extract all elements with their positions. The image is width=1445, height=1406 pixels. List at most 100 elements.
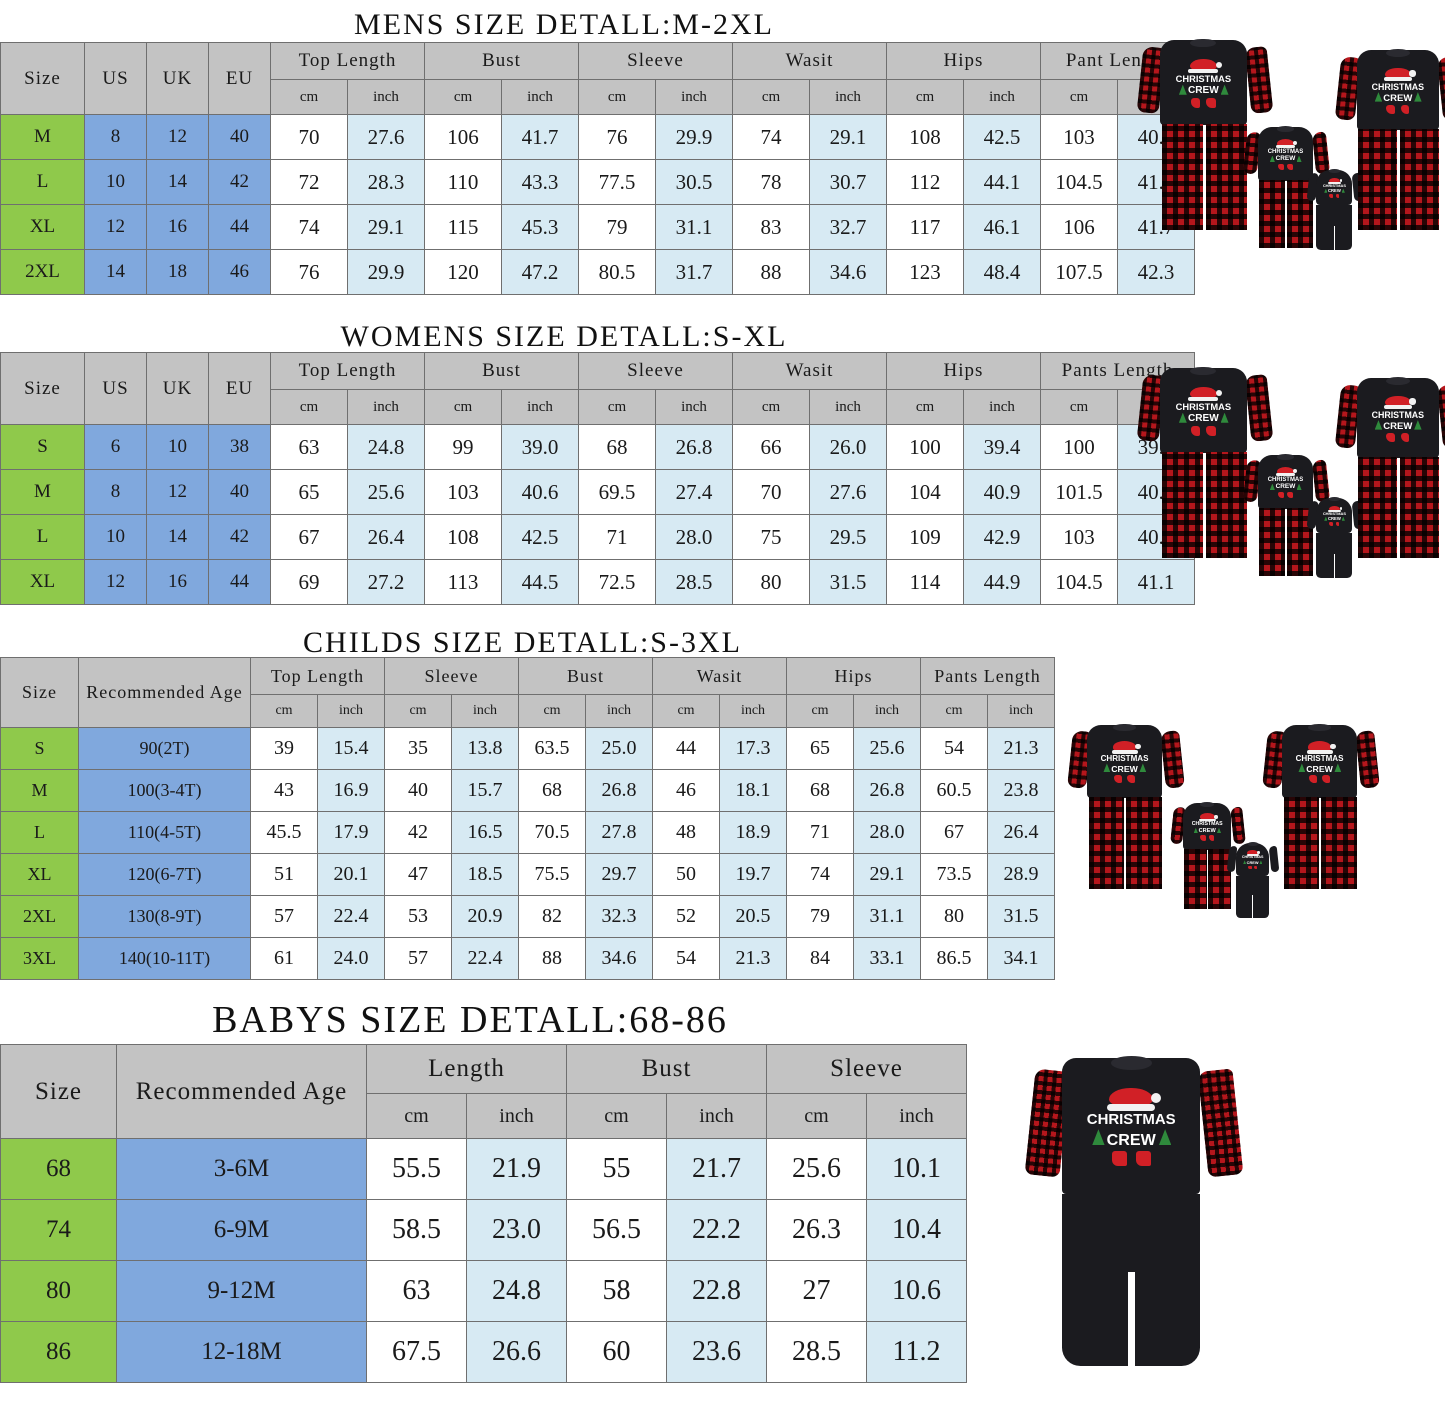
santa-boot-icon-right bbox=[1400, 105, 1410, 114]
santa-hat-brim-icon bbox=[1198, 819, 1216, 822]
cell-hips-inch: 42.9 bbox=[963, 514, 1041, 560]
cell-top-length-cm: 39 bbox=[250, 727, 318, 770]
cell-pants-length-cm: 86.5 bbox=[920, 937, 988, 980]
cell-length-cm: 55.5 bbox=[366, 1138, 467, 1200]
santa-boot-icon-left bbox=[1277, 164, 1284, 171]
unit-header-cm: cm bbox=[732, 389, 810, 425]
cell-hips-inch: 46.1 bbox=[963, 204, 1041, 250]
cell-hips-inch: 48.4 bbox=[963, 249, 1041, 295]
cell-wasit-cm: 66 bbox=[732, 424, 810, 470]
cell-size: S bbox=[0, 727, 79, 770]
mens-size-chart: Size US UK EU Top Length Bust Sleeve Wasit Hips P… bbox=[0, 42, 1195, 295]
cell-wasit-cm: 52 bbox=[652, 895, 720, 938]
cell-bust-cm: 108 bbox=[424, 514, 502, 560]
garment-illustration: CHRISTMAS CREW bbox=[1242, 126, 1330, 254]
neckline bbox=[1200, 802, 1215, 807]
pajama-pants-left bbox=[1283, 796, 1319, 889]
graphic-text-crew: CREW bbox=[1187, 413, 1219, 425]
column-group-hips: Hips bbox=[786, 657, 921, 695]
cell-pant-length-cm: 106 bbox=[1040, 204, 1118, 250]
cell-wasit-inch: 18.1 bbox=[719, 769, 787, 812]
cell-eu: 44 bbox=[208, 559, 271, 605]
unit-header-inch: inch bbox=[963, 79, 1041, 115]
column-group-wasit: Wasit bbox=[732, 352, 887, 390]
cell-bust-cm: 75.5 bbox=[518, 853, 586, 896]
santa-boot-icon-right bbox=[1208, 835, 1214, 841]
cell-pants-length-cm: 60.5 bbox=[920, 769, 988, 812]
cell-bust-cm: 82 bbox=[518, 895, 586, 938]
santa-hat-icon bbox=[1307, 741, 1332, 752]
cell-size: XL bbox=[0, 559, 85, 605]
cell-size: 74 bbox=[0, 1199, 117, 1261]
cell-size: S bbox=[0, 424, 85, 470]
leg-separation-gap bbox=[1127, 1271, 1135, 1367]
santa-hat-icon bbox=[1328, 505, 1341, 511]
cell-recommended-age: 3-6M bbox=[116, 1138, 367, 1200]
cell-sleeve-inch: 28.5 bbox=[655, 559, 733, 605]
unit-header-cm: cm bbox=[920, 694, 988, 728]
cell-bust-inch: 23.6 bbox=[666, 1321, 767, 1383]
santa-hat-icon bbox=[1276, 138, 1295, 147]
cell-size: M bbox=[0, 114, 85, 160]
cell-uk: 16 bbox=[146, 559, 209, 605]
santa-boot-icon-right bbox=[1206, 426, 1216, 436]
table-row: 68 3-6M 55.5 21.9 55 21.7 25.6 10.1 bbox=[0, 1138, 967, 1200]
cell-bust-cm: 99 bbox=[424, 424, 502, 470]
cell-bust-inch: 47.2 bbox=[501, 249, 579, 295]
cell-top-length-inch: 24.0 bbox=[317, 937, 385, 980]
cell-size: 2XL bbox=[0, 895, 79, 938]
table-row: 2XL 14 18 46 76 29.9 120 47.2 80.5 31.7 88 34.6 123 4… bbox=[0, 249, 1195, 295]
cell-sleeve-inch: 18.5 bbox=[451, 853, 519, 896]
christmas-tree-icon-left bbox=[1243, 860, 1247, 865]
christmas-tree-icon-left bbox=[1178, 412, 1187, 423]
graphic-text-christmas: CHRISTMAS bbox=[1371, 409, 1425, 420]
cell-bust-inch: 27.8 bbox=[585, 811, 653, 854]
santa-hat-icon bbox=[1199, 813, 1215, 821]
cell-pant-length-cm: 107.5 bbox=[1040, 249, 1118, 295]
cell-us: 10 bbox=[84, 514, 147, 560]
table-row: XL 120(6-7T) 51 20.1 47 18.5 75.5 29.7 50 19.7 74 2… bbox=[0, 853, 1055, 896]
cell-wasit-inch: 19.7 bbox=[719, 853, 787, 896]
cell-top-length-inch: 15.4 bbox=[317, 727, 385, 770]
pajama-pants-right bbox=[1321, 796, 1357, 889]
christmas-tree-icon-left bbox=[1374, 92, 1383, 102]
cell-wasit-inch: 21.3 bbox=[719, 937, 787, 980]
graphic-text-christmas: CHRISTMAS bbox=[1191, 821, 1223, 828]
table-row: 86 12-18M 67.5 26.6 60 23.6 28.5 11.2 bbox=[0, 1321, 967, 1383]
cell-top-length-cm: 74 bbox=[270, 204, 348, 250]
torso-top bbox=[1257, 127, 1314, 182]
cell-sleeve-cm: 79 bbox=[578, 204, 656, 250]
sleeve-right bbox=[1230, 806, 1246, 845]
cell-length-inch: 21.9 bbox=[466, 1138, 567, 1200]
cell-sleeve-inch: 20.9 bbox=[451, 895, 519, 938]
cell-recommended-age: 12-18M bbox=[116, 1321, 367, 1383]
cell-top-length-cm: 45.5 bbox=[250, 811, 318, 854]
unit-header-inch: inch bbox=[853, 694, 921, 728]
cell-sleeve-inch: 30.5 bbox=[655, 159, 733, 205]
santa-boot-icon-right bbox=[1400, 433, 1410, 442]
graphic-text-crew: CREW bbox=[1275, 155, 1296, 163]
graphic-text-crew: CREW bbox=[1111, 763, 1138, 774]
cell-top-length-inch: 17.9 bbox=[317, 811, 385, 854]
cell-top-length-cm: 72 bbox=[270, 159, 348, 205]
torso-top bbox=[1160, 40, 1247, 125]
cell-size: XL bbox=[0, 204, 85, 250]
cell-top-length-inch: 25.6 bbox=[347, 469, 425, 515]
column-group-top-length: Top Length bbox=[250, 657, 385, 695]
cell-sleeve-inch: 16.5 bbox=[451, 811, 519, 854]
neckline bbox=[1329, 497, 1340, 501]
santa-hat-pompom-icon bbox=[1409, 70, 1416, 77]
table-header-row-groups: Size US UK EU Top Length Bust Sleeve Wasit Hips P… bbox=[0, 42, 1195, 115]
graphic-text-crew: CREW bbox=[1106, 1130, 1156, 1149]
cell-wasit-inch: 29.5 bbox=[809, 514, 887, 560]
unit-header-cm: cm bbox=[766, 1093, 867, 1139]
cell-wasit-cm: 80 bbox=[732, 559, 810, 605]
cell-bust-inch: 29.7 bbox=[585, 853, 653, 896]
cell-size: M bbox=[0, 769, 79, 812]
pajama-pants-left bbox=[1258, 508, 1286, 577]
unit-header-cm: cm bbox=[1040, 79, 1118, 115]
cell-hips-cm: 114 bbox=[886, 559, 964, 605]
santa-hat-icon bbox=[1384, 395, 1411, 408]
cell-eu: 38 bbox=[208, 424, 271, 470]
